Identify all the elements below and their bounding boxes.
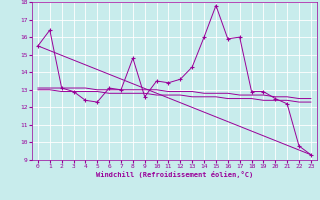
X-axis label: Windchill (Refroidissement éolien,°C): Windchill (Refroidissement éolien,°C) [96, 171, 253, 178]
